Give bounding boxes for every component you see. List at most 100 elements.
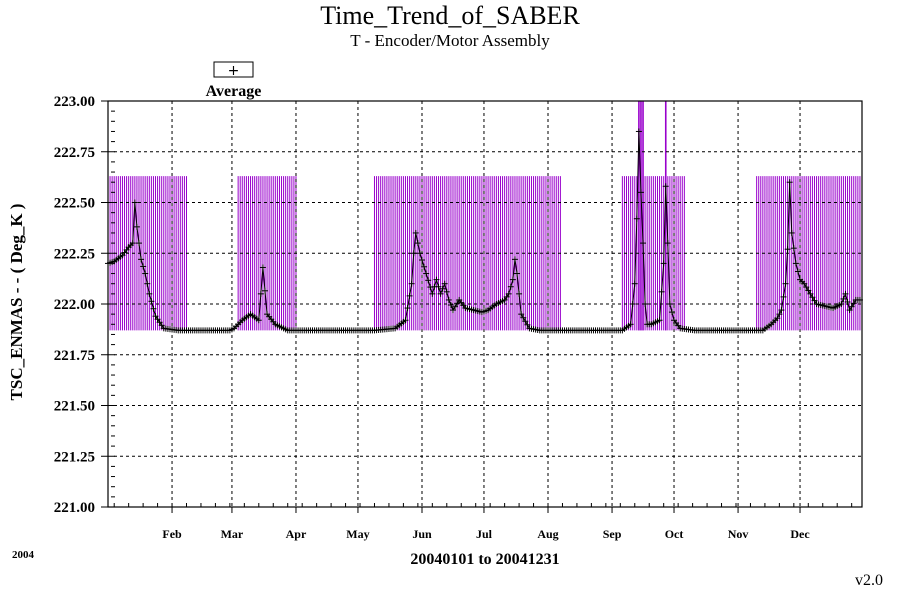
- data-point: [412, 229, 419, 236]
- x-tick-label-feb: Feb: [162, 527, 182, 541]
- x-tick-label-jul: Jul: [476, 527, 493, 541]
- data-point: [255, 317, 262, 324]
- data-point: [410, 250, 417, 257]
- data-point: [418, 257, 425, 264]
- year-label: 2004: [12, 549, 35, 561]
- data-point: [805, 287, 812, 294]
- data-point: [425, 277, 432, 284]
- data-point: [788, 229, 795, 236]
- data-point: [435, 283, 442, 290]
- data-point: [656, 317, 663, 324]
- data-point: [666, 301, 673, 307]
- y-tick-label: 222.25: [54, 246, 95, 262]
- data-point: [850, 300, 857, 307]
- data-point: [402, 317, 409, 324]
- data-point: [445, 296, 452, 303]
- data-point: [429, 290, 436, 297]
- data-point: [635, 128, 642, 135]
- x-tick-label-jun: Jun: [412, 527, 432, 541]
- data-point: [516, 290, 523, 297]
- data-point: [452, 303, 459, 310]
- data-point: [158, 322, 165, 329]
- y-tick-label: 221.75: [54, 348, 95, 364]
- data-point: [642, 301, 649, 307]
- y-tick-label: 221.50: [54, 399, 95, 415]
- data-point: [780, 293, 787, 300]
- data-point: [503, 293, 510, 300]
- data-point: [807, 290, 814, 297]
- y-tick-label: 221.25: [54, 449, 95, 465]
- data-point: [662, 183, 669, 190]
- legend: + Average: [206, 61, 261, 100]
- y-tick-label: 223.00: [54, 94, 95, 110]
- data-point: [792, 260, 799, 267]
- data-point: [441, 280, 448, 287]
- legend-box: [213, 61, 254, 78]
- legend-symbol: +: [228, 63, 240, 79]
- series-line: [107, 131, 862, 331]
- data-point: [776, 311, 783, 318]
- x-tick-label-may: May: [346, 527, 369, 541]
- data-point: [842, 290, 849, 297]
- data-point: [421, 263, 428, 270]
- data-point: [811, 297, 818, 304]
- x-tick-label-apr: Apr: [286, 527, 307, 541]
- x-tick-label-aug: Aug: [537, 527, 558, 541]
- data-point: [790, 245, 797, 252]
- data-point: [257, 290, 264, 297]
- data-point: [782, 280, 789, 287]
- data-point: [640, 240, 647, 247]
- data-point: [507, 283, 514, 290]
- y-axis-label: TSC_ENMAS - - ( Deg_K ): [7, 204, 26, 401]
- data-point: [518, 311, 525, 318]
- data-point: [152, 313, 159, 320]
- data-point: [660, 260, 667, 267]
- data-point: [794, 268, 801, 275]
- data-point: [501, 296, 508, 303]
- data-point: [135, 240, 142, 247]
- data-point: [778, 307, 785, 314]
- data-point: [803, 284, 810, 291]
- data-band-2: [373, 176, 561, 331]
- y-tick-label: 222.75: [54, 145, 95, 161]
- data-point: [146, 290, 153, 297]
- data-point: [404, 305, 411, 312]
- x-tick-label-oct: Oct: [665, 527, 684, 541]
- data-point: [664, 240, 671, 247]
- data-point: [148, 298, 155, 305]
- data-point: [414, 240, 421, 247]
- x-axis-label: 20040101 to 20041231: [410, 551, 559, 568]
- data-point: [131, 199, 138, 206]
- data-point: [840, 295, 847, 302]
- data-point: [154, 316, 161, 323]
- data-point: [511, 256, 518, 263]
- data-point: [406, 292, 413, 299]
- axes: 221.00 221.25 221.50 221.75 222.00 222.25 222.…: [54, 94, 863, 541]
- data-point: [443, 288, 450, 295]
- data-point: [259, 264, 266, 271]
- data-point: [522, 318, 529, 325]
- data-point: [138, 256, 145, 263]
- data-point: [133, 223, 140, 230]
- data-point: [627, 321, 634, 328]
- data-point: [423, 270, 430, 277]
- y-tick-label: 222.50: [54, 196, 95, 212]
- data-point: [447, 302, 454, 309]
- data-point: [142, 270, 149, 277]
- chart-title: Time_Trend_of_SABER: [320, 1, 580, 30]
- data-point: [809, 294, 816, 301]
- data-point: [437, 290, 444, 297]
- data-point: [846, 307, 853, 314]
- chart-subtitle: T - Encoder/Motor Assembly: [350, 31, 550, 50]
- data-point: [129, 240, 136, 247]
- data-point: [514, 270, 521, 277]
- x-tick-label-sep: Sep: [603, 527, 622, 541]
- data-point: [774, 315, 781, 322]
- data-point: [140, 263, 147, 270]
- data-point: [509, 276, 516, 283]
- data-point: [848, 303, 855, 310]
- data-point: [637, 189, 644, 196]
- data-point: [856, 296, 863, 303]
- version-label: v2.0: [855, 572, 883, 589]
